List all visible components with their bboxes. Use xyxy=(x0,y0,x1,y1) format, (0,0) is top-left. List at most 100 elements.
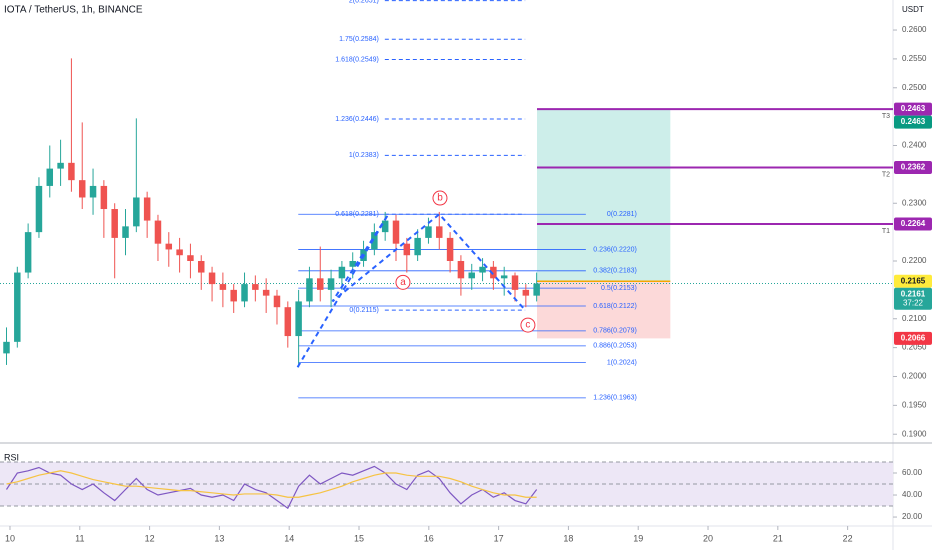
candle-body xyxy=(197,260,205,273)
rsi-line xyxy=(6,470,537,498)
x-tick-label: 14 xyxy=(284,533,294,543)
candle-body xyxy=(273,295,281,308)
fib-extension-label: 0(0.2115) xyxy=(349,307,378,314)
candle-body xyxy=(176,249,183,256)
price-tag xyxy=(894,331,932,345)
fib-extension-label: 1.618(0.2549) xyxy=(335,56,379,63)
fib-extension-label: 2(0.2651) xyxy=(349,0,379,4)
price-tag-label: 0.2362 xyxy=(901,163,926,172)
candle-body xyxy=(187,255,194,261)
y-tick-label: 0.2050 xyxy=(902,343,927,352)
x-tick-label: 20 xyxy=(703,533,713,543)
candle-body xyxy=(57,162,64,169)
x-tick-label: 12 xyxy=(145,533,155,543)
x-tick-label: 10 xyxy=(5,533,15,543)
candle-body xyxy=(457,260,465,279)
candle-body xyxy=(154,220,162,244)
candle-body xyxy=(14,272,21,342)
fib-label: 0(0.2281) xyxy=(607,211,637,218)
candle-body xyxy=(78,180,86,198)
x-tick-label: 17 xyxy=(494,533,504,543)
x-tick-label: 16 xyxy=(424,533,434,543)
wave-label: c xyxy=(525,320,530,331)
fib-extension-label: 0.618(0.2281) xyxy=(335,211,379,218)
candle-body xyxy=(414,237,421,256)
price-tag xyxy=(894,274,932,288)
target-label: T3 xyxy=(882,113,890,120)
axis-unit: USDT xyxy=(902,5,924,14)
countdown: 37:22 xyxy=(903,298,924,307)
candle-body xyxy=(46,168,54,186)
fib-label: 0.786(0.2079) xyxy=(593,328,637,335)
price-tag-label: 0.2463 xyxy=(901,104,926,113)
candle-body xyxy=(522,289,530,296)
candle-body xyxy=(500,275,508,279)
y-tick-label: 0.2500 xyxy=(902,83,927,92)
candle-body xyxy=(68,162,75,181)
x-tick-label: 13 xyxy=(214,533,224,543)
y-tick-label: 0.2550 xyxy=(902,54,927,63)
price-tag xyxy=(894,217,932,231)
wave-label: a xyxy=(400,277,406,288)
candle-body xyxy=(89,185,97,198)
target-label: T1 xyxy=(882,228,890,235)
candle-body xyxy=(381,220,389,233)
candle-body xyxy=(468,272,475,279)
wave-label: b xyxy=(437,193,443,204)
candle-body xyxy=(295,301,302,337)
wave-marker xyxy=(520,317,536,333)
candle-body xyxy=(111,209,118,238)
candle-body xyxy=(165,243,173,250)
rsi-tick-label: 40.00 xyxy=(902,490,923,499)
candle-body xyxy=(219,284,227,290)
candle-body xyxy=(490,266,497,279)
price-tag xyxy=(894,287,932,310)
fib-label: 0.236(0.2220) xyxy=(593,246,637,253)
candle-body xyxy=(133,197,140,227)
y-tick-label: 0.2000 xyxy=(902,372,927,381)
wave-marker xyxy=(432,190,448,206)
candle-body xyxy=(262,289,270,296)
wave-path xyxy=(296,212,526,368)
price-tag-label: 0.2264 xyxy=(901,219,926,228)
y-tick-label: 0.1900 xyxy=(902,429,927,438)
wave-marker xyxy=(395,274,411,290)
candle-body xyxy=(425,226,432,238)
candle-body xyxy=(533,283,540,296)
price-tag-label: 0.2463 xyxy=(901,117,926,126)
plot: 0(0.2281) 0.236(0.2220) 0.382(0.2183) 0.5(0… xyxy=(0,0,893,402)
fib-extension-label: 1.236(0.2446) xyxy=(335,116,379,123)
loss-zone xyxy=(537,281,671,339)
y-tick-label: 0.1950 xyxy=(902,400,927,409)
price-tag-label: 0.2161 xyxy=(901,289,926,298)
candle-body xyxy=(327,278,335,290)
candle-body xyxy=(284,307,292,337)
candle-body xyxy=(252,284,259,290)
candle-body xyxy=(24,232,32,273)
candle-body xyxy=(371,232,378,250)
candle-body xyxy=(100,185,108,210)
candle-body xyxy=(338,266,346,279)
rsi-tick-label: 20.00 xyxy=(902,512,923,521)
y-tick-label: 0.2200 xyxy=(902,256,927,265)
price-tag xyxy=(894,115,932,129)
price-tag xyxy=(894,102,932,116)
candle-body xyxy=(230,289,237,302)
candle-body xyxy=(35,185,43,233)
candle-body xyxy=(122,226,129,238)
candle-body xyxy=(241,284,248,302)
candle-body xyxy=(143,197,151,221)
price-tag-label: 0.2066 xyxy=(901,333,926,342)
y-tick-label: 0.2300 xyxy=(902,198,927,207)
chart-title: IOTA / TetherUS, 1h, BINANCE xyxy=(4,5,143,16)
y-tick-label: 0.2400 xyxy=(902,141,927,150)
candle-body xyxy=(306,278,313,302)
price-tag-label: 0.2165 xyxy=(901,276,926,285)
fib-label: 1.236(0.1963) xyxy=(593,395,637,402)
target-label: T2 xyxy=(882,171,890,178)
candle-body xyxy=(3,341,10,354)
candle-body xyxy=(511,275,519,290)
candle-body xyxy=(349,260,356,267)
